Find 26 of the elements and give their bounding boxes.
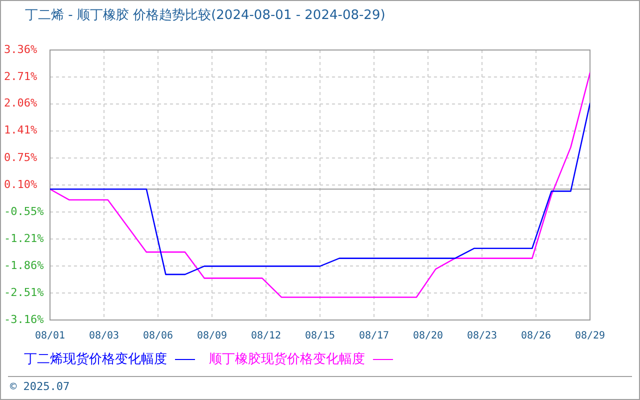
legend-label: 顺丁橡胶现货价格变化幅度: [209, 351, 365, 368]
y-tick-label: 2.71%: [4, 70, 38, 83]
y-tick-label: -3.16%: [4, 312, 44, 326]
x-tick-label: 08/15: [304, 330, 336, 342]
y-tick-label: -2.51%: [4, 286, 44, 299]
y-tick-label: -1.21%: [4, 232, 44, 246]
y-tick-label: 0.75%: [4, 150, 38, 164]
y-tick-label: -0.55%: [4, 204, 44, 218]
y-tick-label: 3.36%: [4, 42, 38, 56]
y-tick-label: 0.10%: [4, 178, 38, 191]
x-tick-label: 08/01: [34, 330, 66, 342]
x-tick-label: 08/17: [358, 330, 390, 342]
x-tick-label: 08/20: [412, 330, 444, 342]
y-tick-label: 2.06%: [4, 96, 38, 110]
text: © 2025.07: [10, 380, 70, 393]
x-tick-label: 08/29: [574, 330, 606, 342]
x-tick-label: 08/03: [88, 330, 120, 342]
x-tick-label: 08/26: [520, 330, 552, 342]
y-tick-label: -1.86%: [4, 259, 44, 272]
x-tick-label: 08/09: [196, 330, 228, 342]
legend-label: 丁二烯现货价格变化幅度: [24, 351, 167, 368]
x-tick-label: 08/12: [250, 330, 282, 342]
chart-title: 丁二烯 - 顺丁橡胶 价格趋势比较(2024-08-01 - 2024-08-29): [25, 7, 386, 24]
x-tick-label: 08/06: [142, 330, 174, 342]
x-tick-label: 08/23: [466, 330, 498, 342]
y-tick-label: 1.41%: [4, 124, 38, 137]
